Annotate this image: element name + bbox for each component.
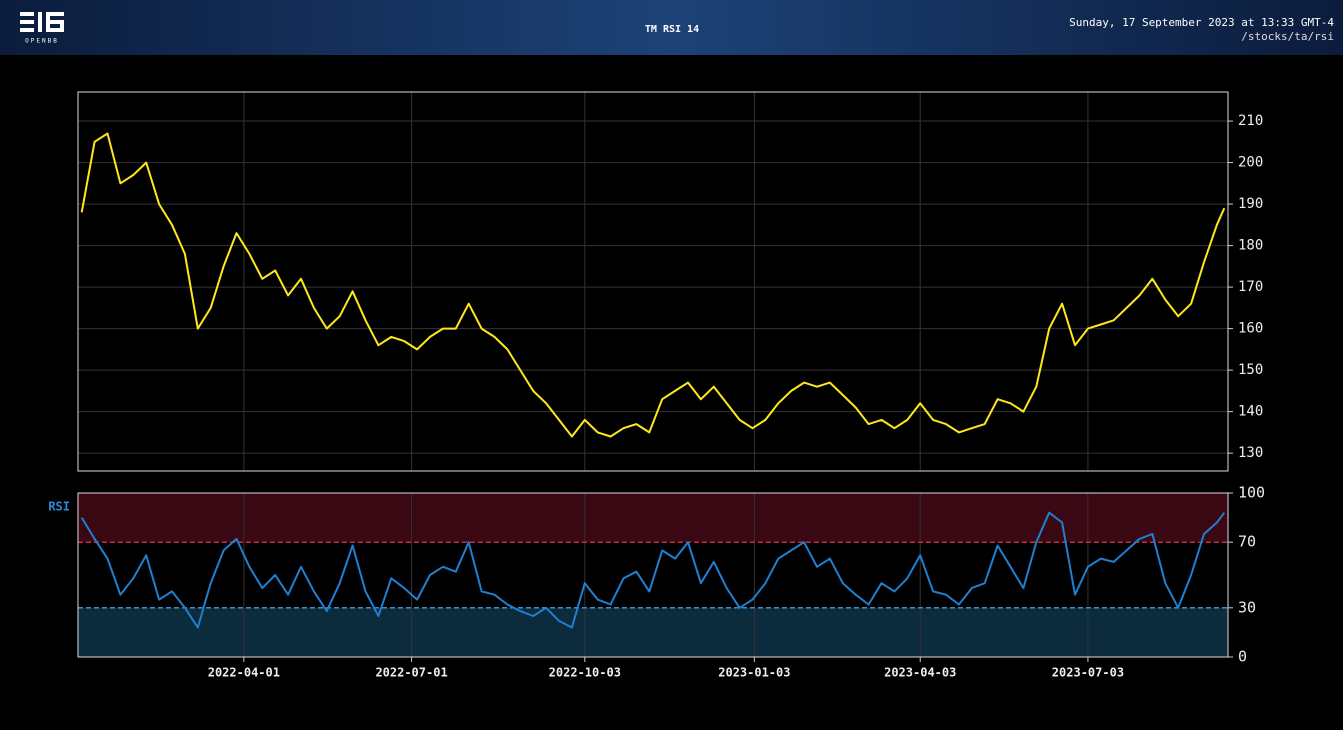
x-tick-label: 2023-04-03 <box>884 666 956 680</box>
y-tick-label: 160 <box>1238 321 1263 337</box>
header-title: TM RSI 14 <box>645 24 699 35</box>
plot-frame <box>77 91 1229 472</box>
logo <box>20 12 64 32</box>
y-tick-label: 200 <box>1238 155 1263 171</box>
y-tick-label: 30 <box>1238 598 1256 616</box>
header-bar <box>0 0 1343 55</box>
timestamp: Sunday, 17 September 2023 at 13:33 GMT-4 <box>1069 16 1334 29</box>
y-tick-label: 100 <box>1238 484 1265 502</box>
logo-text: OPENBB <box>25 38 59 45</box>
y-tick-label: 210 <box>1238 113 1263 129</box>
threshold-zone <box>78 607 1228 657</box>
y-tick-label: 190 <box>1238 196 1263 212</box>
x-tick-label: 2023-01-03 <box>718 666 790 680</box>
threshold-zone <box>78 493 1228 543</box>
y-tick-label: 180 <box>1238 238 1263 254</box>
x-tick-label: 2022-10-03 <box>549 666 621 680</box>
y-tick-label: 70 <box>1238 533 1256 551</box>
y-tick-label: 0 <box>1238 648 1247 666</box>
x-tick-label: 2022-04-01 <box>208 666 280 680</box>
price-line <box>80 132 1226 438</box>
x-tick-label: 2022-07-01 <box>375 666 447 680</box>
x-tick-label: 2023-07-03 <box>1052 666 1124 680</box>
y-axis-label: RSI <box>48 500 70 514</box>
y-tick-label: 140 <box>1238 404 1263 420</box>
y-tick-label: 170 <box>1238 279 1263 295</box>
price-line <box>80 511 1226 629</box>
plot-frame <box>77 492 1229 658</box>
y-tick-label: 130 <box>1238 445 1263 461</box>
y-tick-label: 150 <box>1238 362 1263 378</box>
command: /stocks/ta/rsi <box>1241 30 1334 43</box>
